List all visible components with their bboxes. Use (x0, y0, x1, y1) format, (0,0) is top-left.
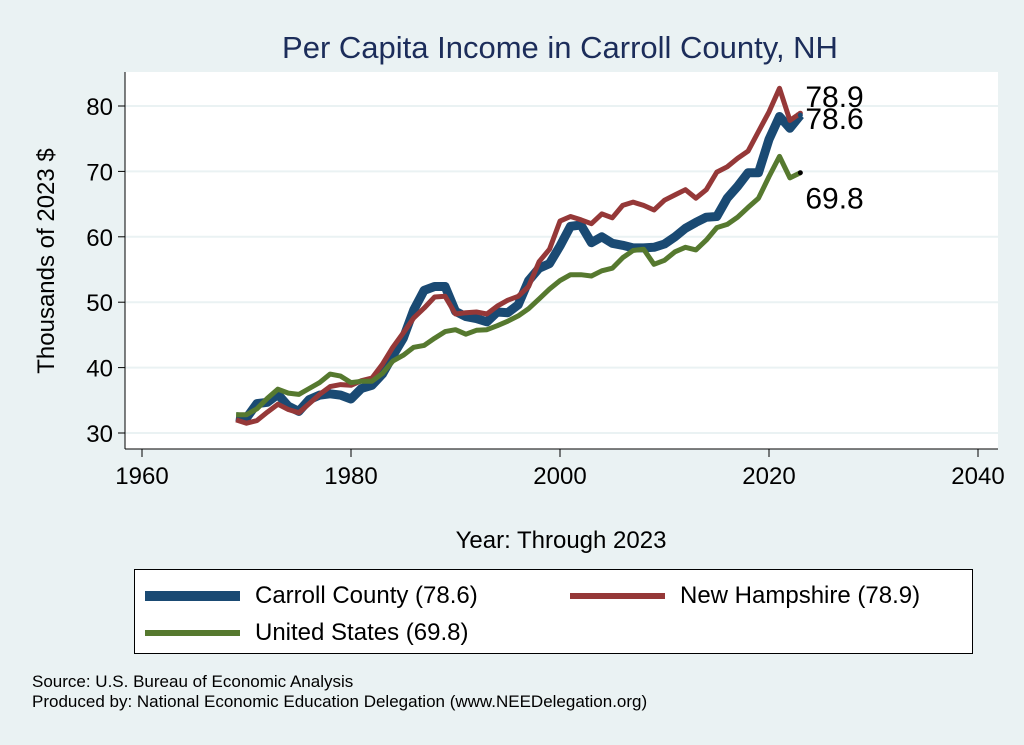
y-tick-label: 60 (86, 225, 113, 252)
legend-swatch-united-states (145, 630, 240, 636)
legend-label: Carroll County (78.6) (255, 582, 478, 609)
series-line-united-states (236, 153, 802, 418)
y-tick-label: 50 (86, 290, 113, 317)
plot-area (125, 72, 998, 449)
y-axis-title: Thousands of 2023 $ (33, 148, 60, 374)
x-tick-label: 2040 (951, 463, 1004, 490)
series-lines (235, 85, 804, 426)
y-axis-ticks: 30 40 50 60 70 80 (86, 94, 125, 448)
source-note: Source: U.S. Bureau of Economic Analysis (32, 672, 354, 691)
series-line-new-hampshire (235, 85, 802, 426)
legend-label: New Hampshire (78.9) (680, 582, 921, 609)
end-marker (797, 170, 803, 176)
legend-item-new-hampshire: New Hampshire (78.9) (570, 582, 920, 610)
series-line-carroll-county (235, 112, 804, 423)
end-label: 78.9 (805, 81, 863, 114)
legend-swatch-carroll-county (145, 591, 240, 601)
chart-notes: Source: U.S. Bureau of Economic Analysis… (32, 672, 647, 712)
x-tick-label: 1980 (324, 463, 377, 490)
x-axis-ticks: 1960 1980 2000 2020 2040 (115, 449, 1005, 490)
end-label: 69.8 (805, 183, 863, 216)
legend-swatch-new-hampshire (570, 593, 665, 599)
end-marker (797, 112, 803, 118)
x-tick-label: 2020 (742, 463, 795, 490)
legend-item-united-states: United States (69.8) (145, 619, 468, 647)
legend: Carroll County (78.6) New Hampshire (78.… (134, 569, 973, 654)
x-axis-title: Year: Through 2023 (456, 527, 667, 554)
gridlines (125, 105, 998, 434)
y-tick-label: 30 (86, 421, 113, 448)
chart-title: Per Capita Income in Carroll County, NH (282, 30, 838, 65)
legend-label: United States (69.8) (255, 619, 469, 646)
x-tick-label: 1960 (115, 463, 168, 490)
legend-item-carroll-county: Carroll County (78.6) (145, 582, 478, 610)
end-label: 78.6 (805, 103, 863, 136)
y-tick-label: 70 (86, 159, 113, 186)
y-tick-label: 40 (86, 356, 113, 383)
produced-by-note: Produced by: National Economic Education… (32, 692, 648, 711)
x-tick-label: 2000 (533, 463, 586, 490)
end-labels: 78.978.6 69.8 (797, 81, 864, 216)
y-tick-label: 80 (86, 94, 113, 121)
